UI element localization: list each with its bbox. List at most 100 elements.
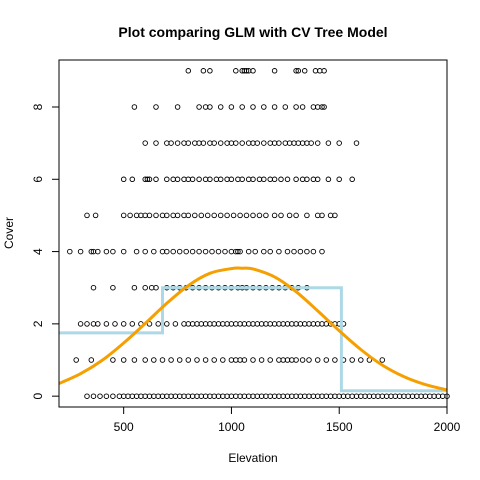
data-point (133, 248, 140, 255)
y-tick-label: 4 (31, 248, 45, 255)
data-point (198, 212, 205, 219)
data-point (202, 248, 209, 255)
data-point (142, 140, 148, 146)
data-point (217, 176, 224, 183)
chart-title: Plot comparing GLM with CV Tree Model (118, 24, 387, 40)
data-point (120, 176, 127, 183)
data-point (241, 357, 248, 363)
x-axis-label: Elevation (228, 451, 277, 465)
data-point (271, 68, 278, 74)
data-point (267, 357, 273, 363)
data-point (271, 176, 278, 183)
data-point (88, 248, 95, 255)
data-point (174, 212, 181, 219)
data-point (304, 212, 310, 219)
data-point (142, 357, 148, 363)
data-point (222, 248, 228, 255)
y-axis-label: Cover (2, 217, 16, 249)
data-point (319, 248, 325, 255)
data-point (310, 248, 317, 255)
data-point (189, 248, 196, 255)
data-point (353, 140, 360, 146)
data-point (336, 176, 342, 183)
data-point (220, 357, 226, 363)
data-point (282, 104, 289, 110)
data-point (243, 68, 250, 74)
data-point (146, 176, 153, 183)
data-point (174, 104, 181, 110)
data-point (73, 357, 79, 363)
data-point (332, 212, 338, 219)
data-point (196, 104, 202, 110)
data-point (200, 140, 207, 146)
data-point (261, 140, 267, 146)
data-point (304, 176, 310, 183)
data-point (293, 104, 299, 110)
data-point (127, 212, 133, 219)
data-point (120, 321, 127, 327)
data-point (92, 212, 99, 219)
data-point (90, 393, 97, 399)
data-point (77, 248, 84, 255)
data-point (110, 248, 116, 255)
data-point (153, 176, 159, 183)
data-point (235, 248, 241, 255)
data-point (304, 248, 310, 255)
data-point (196, 176, 202, 183)
data-point (103, 393, 110, 399)
data-point (245, 248, 252, 255)
data-point (176, 248, 183, 255)
data-point (151, 248, 157, 255)
data-point (299, 104, 306, 110)
data-point (142, 284, 148, 291)
data-point (174, 140, 181, 146)
data-point (202, 357, 209, 363)
data-point (120, 212, 127, 219)
data-point (228, 104, 235, 110)
data-point (189, 176, 196, 183)
y-tick-label: 6 (31, 176, 45, 183)
data-point (120, 248, 127, 255)
data-point (291, 248, 297, 255)
data-point (129, 176, 136, 183)
data-point (90, 284, 97, 291)
data-point (306, 357, 312, 363)
data-point (151, 357, 157, 363)
data-point (211, 357, 217, 363)
data-point (146, 321, 153, 327)
x-axis: 500 1000 1500 2000 (114, 406, 461, 434)
data-point (250, 68, 256, 74)
data-point (164, 321, 170, 327)
data-point (194, 357, 200, 363)
data-point (110, 284, 116, 291)
data-point (321, 104, 327, 110)
data-point (258, 357, 265, 363)
data-point (103, 321, 110, 327)
data-point (332, 357, 338, 363)
data-point (211, 140, 217, 146)
data-point (237, 248, 243, 255)
data-point (293, 212, 299, 219)
data-point (174, 176, 181, 183)
data-point (211, 212, 217, 219)
data-point (217, 104, 224, 110)
tree-model-steps (59, 286, 447, 393)
x-tick-label: 500 (114, 420, 134, 434)
data-point (267, 248, 273, 255)
data-point (192, 212, 198, 219)
data-point (153, 284, 159, 291)
y-tick-label: 0 (31, 393, 45, 400)
data-point (319, 212, 325, 219)
data-point (314, 140, 321, 146)
data-point (164, 248, 170, 255)
data-point (153, 104, 159, 110)
data-point (379, 357, 386, 363)
data-point (293, 357, 299, 363)
data-point (164, 176, 170, 183)
data-point (252, 248, 258, 255)
data-point (239, 140, 245, 146)
data-point (153, 140, 159, 146)
data-point (146, 212, 153, 219)
data-point (131, 104, 138, 110)
